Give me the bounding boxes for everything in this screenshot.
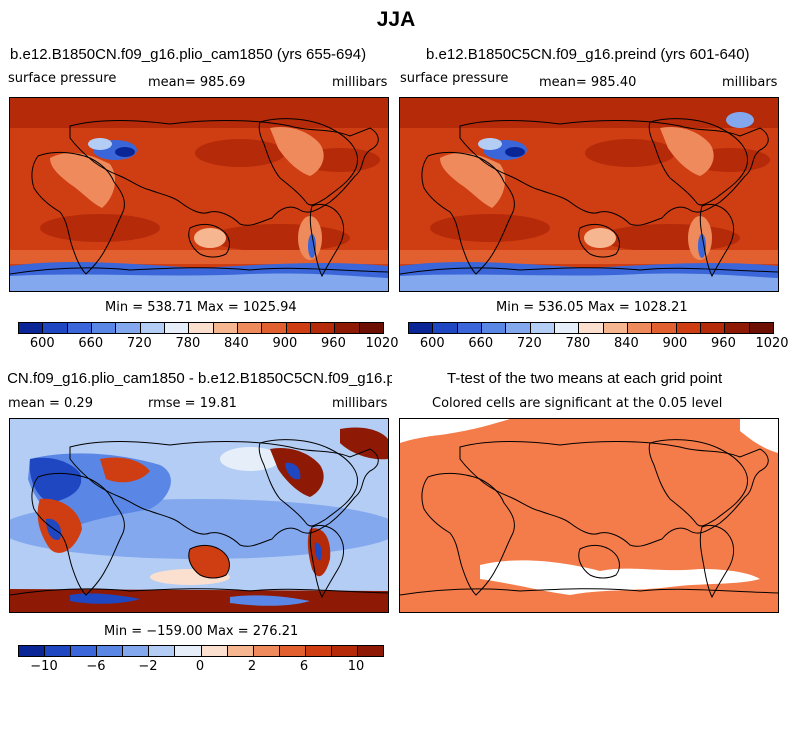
- panel-a-map: [9, 97, 389, 292]
- panel-c-minmax: Min = −159.00 Max = 276.21: [104, 624, 299, 639]
- colorbar-swatch: [19, 646, 46, 656]
- colorbar-swatch: [603, 323, 628, 333]
- panel-b-colorbar: [408, 322, 774, 334]
- figure-title: JJA: [376, 8, 416, 31]
- colorbar-tick-label: −2: [138, 659, 158, 674]
- colorbar-tick-label: 780: [565, 336, 591, 351]
- colorbar-tick-label: 840: [613, 336, 639, 351]
- colorbar-swatch: [164, 323, 190, 333]
- colorbar-swatch: [116, 323, 141, 333]
- panel-c-map: [9, 418, 389, 613]
- colorbar-swatch: [201, 646, 228, 656]
- colorbar-tick-label: −10: [30, 659, 58, 674]
- colorbar-tick-label: 0: [195, 659, 205, 674]
- panel-a-title: b.e12.B1850CN.f09_g16.plio_cam1850 (yrs …: [10, 46, 367, 63]
- colorbar-tick-label: 960: [321, 336, 346, 351]
- colorbar-swatch: [335, 323, 360, 333]
- panel-d-subtitle: Colored cells are significant at the 0.0…: [432, 396, 723, 411]
- colorbar-swatch: [359, 323, 383, 333]
- panel-b-mean: mean= 985.40: [539, 75, 637, 90]
- colorbar-tick-label: 720: [126, 336, 152, 351]
- colorbar-tick-label: 720: [516, 336, 542, 351]
- colorbar-tick-label: 960: [711, 336, 736, 351]
- colorbar-swatch: [97, 646, 124, 656]
- colorbar-swatch: [149, 646, 176, 656]
- colorbar-tick-label: 6: [299, 659, 309, 674]
- colorbar-swatch: [43, 323, 68, 333]
- colorbar-swatch: [481, 323, 507, 333]
- colorbar-tick-label: 1020: [365, 336, 399, 351]
- colorbar-swatch: [457, 323, 482, 333]
- colorbar-swatch: [140, 323, 165, 333]
- colorbar-tick-label: 10: [347, 659, 365, 674]
- colorbar-tick-label: −6: [86, 659, 106, 674]
- colorbar-swatch: [213, 323, 238, 333]
- colorbar-tick-label: 660: [78, 336, 104, 351]
- colorbar-swatch: [554, 323, 580, 333]
- panel-c-title: b.e12.B1850CN.f09_g16.plio_cam1850 - b.e…: [8, 370, 392, 387]
- colorbar-swatch: [67, 323, 92, 333]
- panel-c-units: millibars: [332, 396, 388, 411]
- colorbar-swatch: [433, 323, 458, 333]
- colorbar-tick-label: 900: [662, 336, 688, 351]
- panel-c-mean: mean = 0.29: [8, 396, 93, 411]
- colorbar-swatch: [310, 323, 336, 333]
- colorbar-tick-label: 2: [247, 659, 257, 674]
- colorbar-tick-label: 660: [468, 336, 494, 351]
- colorbar-swatch: [676, 323, 701, 333]
- colorbar-swatch: [305, 646, 332, 656]
- colorbar-swatch: [749, 323, 773, 333]
- colorbar-swatch: [358, 646, 384, 656]
- panel-a-left-label: surface pressure: [8, 71, 117, 86]
- colorbar-swatch: [279, 646, 306, 656]
- colorbar-swatch: [189, 323, 214, 333]
- colorbar-swatch: [627, 323, 653, 333]
- colorbar-swatch: [253, 646, 280, 656]
- panel-c-title-clip: b.e12.B1850CN.f09_g16.plio_cam1850 - b.e…: [8, 370, 392, 392]
- colorbar-swatch: [409, 323, 434, 333]
- colorbar-swatch: [530, 323, 555, 333]
- colorbar-swatch: [45, 646, 72, 656]
- panel-a-mean: mean= 985.69: [148, 75, 246, 90]
- colorbar-swatch: [286, 323, 311, 333]
- colorbar-swatch: [91, 323, 117, 333]
- colorbar-swatch: [123, 646, 150, 656]
- panel-b-units: millibars: [722, 75, 778, 90]
- colorbar-swatch: [700, 323, 726, 333]
- colorbar-swatch: [579, 323, 604, 333]
- panel-d-map: [399, 418, 779, 613]
- panel-b-left-label: surface pressure: [400, 71, 509, 86]
- colorbar-swatch: [506, 323, 531, 333]
- colorbar-tick-label: 900: [272, 336, 298, 351]
- colorbar-swatch: [19, 323, 44, 333]
- colorbar-tick-label: 1020: [755, 336, 789, 351]
- colorbar-swatch: [331, 646, 359, 656]
- colorbar-tick-label: 600: [29, 336, 55, 351]
- colorbar-swatch: [175, 646, 202, 656]
- panel-c-rmse: rmse = 19.81: [148, 396, 237, 411]
- panel-a-units: millibars: [332, 75, 388, 90]
- colorbar-tick-label: 840: [223, 336, 249, 351]
- colorbar-swatch: [237, 323, 263, 333]
- colorbar-swatch: [71, 646, 98, 656]
- panel-d-title: T-test of the two means at each grid poi…: [447, 370, 723, 387]
- panel-a-minmax: Min = 538.71 Max = 1025.94: [105, 300, 297, 315]
- panel-b-minmax: Min = 536.05 Max = 1028.21: [496, 300, 688, 315]
- panel-c-colorbar: [18, 645, 384, 657]
- panel-b-map: [399, 97, 779, 292]
- colorbar-swatch: [227, 646, 254, 656]
- colorbar-tick-label: 780: [175, 336, 201, 351]
- colorbar-swatch: [652, 323, 677, 333]
- colorbar-swatch: [725, 323, 750, 333]
- colorbar-tick-label: 600: [419, 336, 445, 351]
- panel-a-colorbar: [18, 322, 384, 334]
- colorbar-swatch: [262, 323, 287, 333]
- panel-b-title: b.e12.B1850C5CN.f09_g16.preind (yrs 601-…: [426, 46, 750, 63]
